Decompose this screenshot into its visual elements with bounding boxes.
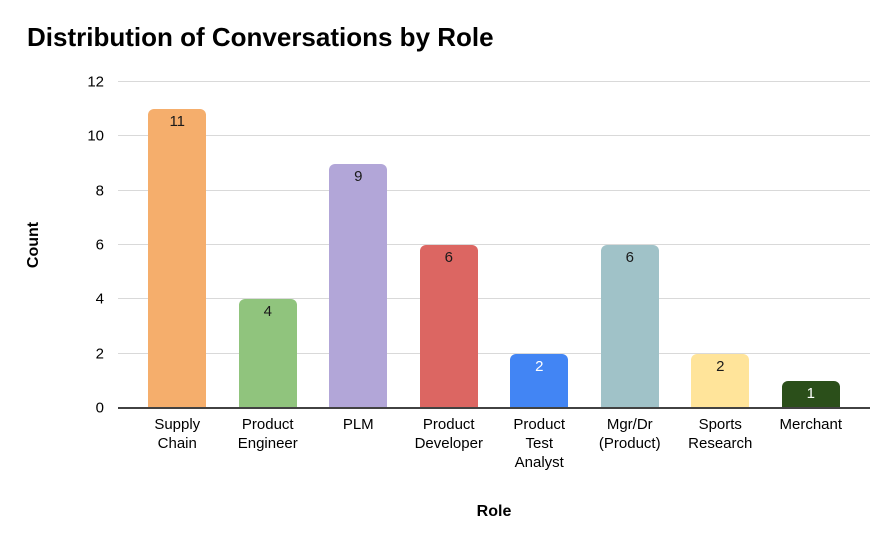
x-category-label: PLM [342,416,374,433]
bar-sports-research: 2 [691,353,750,408]
x-category-label: Merchant [779,416,843,433]
x-category-label: Mgr/Dr (Product) [598,416,661,452]
y-tick-label: 10 [87,127,104,145]
y-tick-label: 0 [95,399,104,417]
x-category-label: Product Test Analyst [513,416,566,471]
bar-plm: 9 [329,163,388,408]
bar-supply-chain: 11 [148,109,207,408]
bar-value-label: 2 [535,357,544,375]
x-category-label: Sports Research [688,416,753,452]
gridline [118,244,870,245]
bar-product-developer: 6 [419,245,478,408]
bar-product-engineer: 4 [238,299,297,408]
gridline [118,189,870,191]
y-tick-label: 12 [87,73,104,91]
bar-slot: 11 [132,82,223,408]
y-tick-label: 6 [95,236,104,254]
bar-slot: 6 [404,82,495,408]
bar-product-test-analyst: 2 [510,353,569,408]
bar-slot: 2 [494,82,585,408]
x-category-label: Product Engineer [237,416,298,452]
bar-value-label: 6 [625,249,634,266]
x-axis-line [118,407,870,409]
bar-slot: 2 [675,82,766,408]
bar-slot: 1 [766,82,857,408]
bar-value-label: 1 [806,384,815,402]
bar-slot: 4 [223,82,314,408]
x-category-label: Product Developer [414,416,483,452]
gridline [118,352,870,354]
x-category-label: Supply Chain [154,416,201,452]
bar-value-label: 2 [716,357,725,375]
bar-value-label: 4 [263,303,272,321]
chart-title: Distribution of Conversations by Role [27,22,494,52]
x-axis-title: Role [476,503,512,520]
bar-slot: 6 [585,82,676,408]
bar-value-label: 11 [169,113,186,131]
bar-slot: 9 [313,82,404,408]
bar-value-label: 6 [444,249,453,266]
gridline [118,81,870,82]
plot-area: 11 4 9 6 2 6 2 1 [118,81,870,409]
bar-merchant: 1 [781,380,840,408]
y-tick-label: 8 [95,182,104,200]
x-category-row: Supply Chain Product Engineer PLM Product Deve… [132,415,856,472]
bar-value-label: 9 [354,167,363,185]
bars-row: 11 4 9 6 2 6 2 1 [132,82,856,408]
gridline [118,298,870,300]
bar-mgr-dr-product: 6 [600,245,659,408]
y-tick-label: 4 [95,290,104,308]
y-tick-label: 2 [95,345,104,363]
y-axis-ticks: 0 2 4 6 8 10 12 [0,75,104,416]
gridline [118,135,870,137]
